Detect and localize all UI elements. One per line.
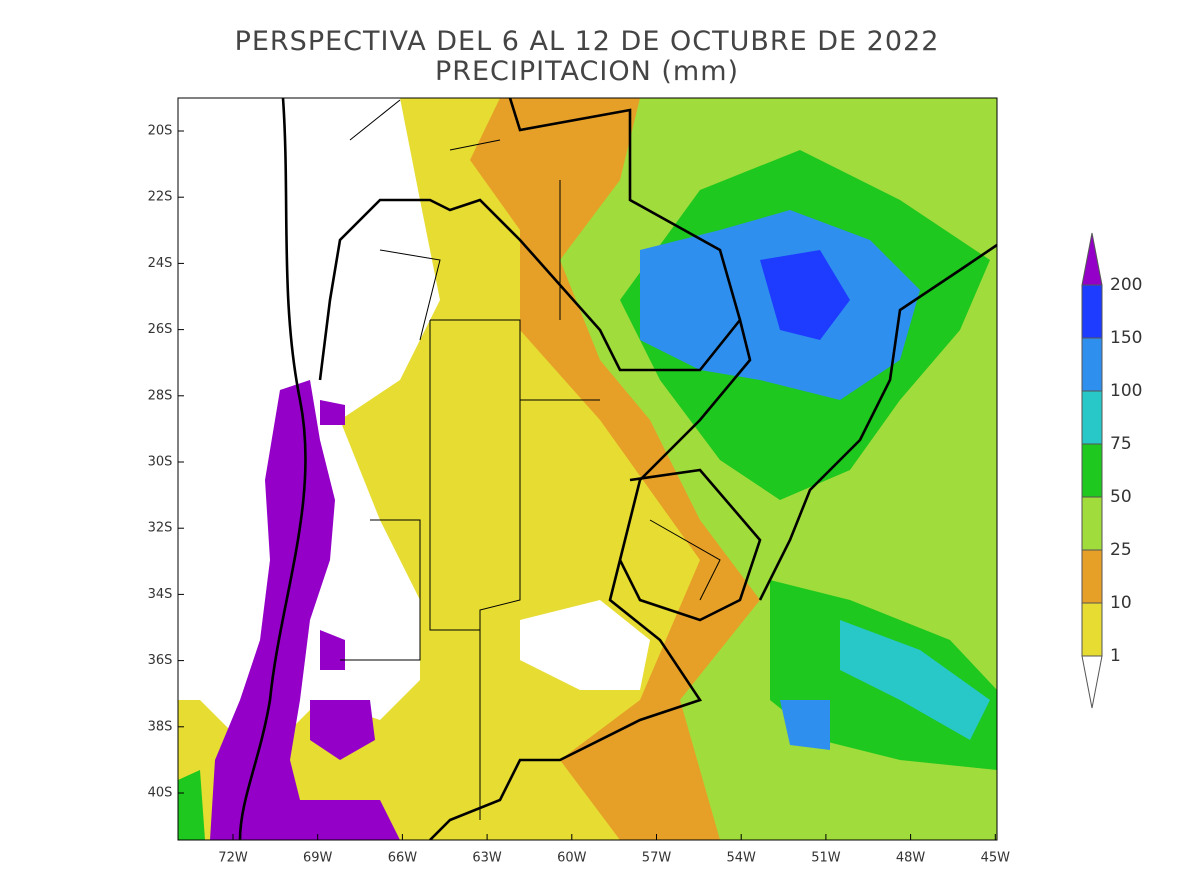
latitude-label: 34S xyxy=(148,587,173,602)
longitude-label: 51W xyxy=(811,851,841,866)
latitude-label: 20S xyxy=(148,124,173,139)
longitude-label: 66W xyxy=(388,851,418,866)
colorbar-label: 150 xyxy=(1110,328,1142,348)
subtitle: PRECIPITACION (mm) xyxy=(435,56,739,87)
colorbar-bin xyxy=(1081,284,1103,339)
colorbar-label: 25 xyxy=(1110,540,1132,560)
longitude-label: 54W xyxy=(726,851,756,866)
colorbar-label: 75 xyxy=(1110,434,1132,454)
title: PERSPECTIVA DEL 6 AL 12 DE OCTUBRE DE 20… xyxy=(235,26,940,57)
colorbar-bin xyxy=(1081,390,1103,445)
colorbar-label: 50 xyxy=(1110,487,1132,507)
colorbar-bin xyxy=(1081,549,1103,604)
latitude-label: 28S xyxy=(148,388,173,403)
latitude-label: 24S xyxy=(148,256,173,271)
colorbar-label: 10 xyxy=(1110,593,1132,613)
colorbar-label: 1 xyxy=(1110,646,1121,666)
map-frame xyxy=(177,97,998,841)
longitude-label: 72W xyxy=(218,851,248,866)
colorbar-bin xyxy=(1081,337,1103,392)
longitude-label: 48W xyxy=(896,851,926,866)
longitude-label: 63W xyxy=(472,851,502,866)
latitude-label: 32S xyxy=(148,521,173,536)
precipitation-field xyxy=(178,98,997,840)
latitude-label: 40S xyxy=(148,786,173,801)
latitude-label: 30S xyxy=(148,455,173,470)
latitude-label: 22S xyxy=(148,190,173,205)
colorbar-bin xyxy=(1081,496,1103,551)
colorbar-label: 200 xyxy=(1110,275,1142,295)
latitude-label: 38S xyxy=(148,719,173,734)
colorbar-label: 100 xyxy=(1110,381,1142,401)
longitude-label: 60W xyxy=(557,851,587,866)
longitude-label: 69W xyxy=(303,851,333,866)
longitude-label: 57W xyxy=(642,851,672,866)
latitude-label: 36S xyxy=(148,653,173,668)
colorbar-bin xyxy=(1081,602,1103,657)
latitude-label: 26S xyxy=(148,322,173,337)
colorbar-bin xyxy=(1081,232,1103,286)
colorbar-bin xyxy=(1081,655,1103,709)
longitude-label: 45W xyxy=(981,851,1011,866)
colorbar-bin xyxy=(1081,443,1103,498)
